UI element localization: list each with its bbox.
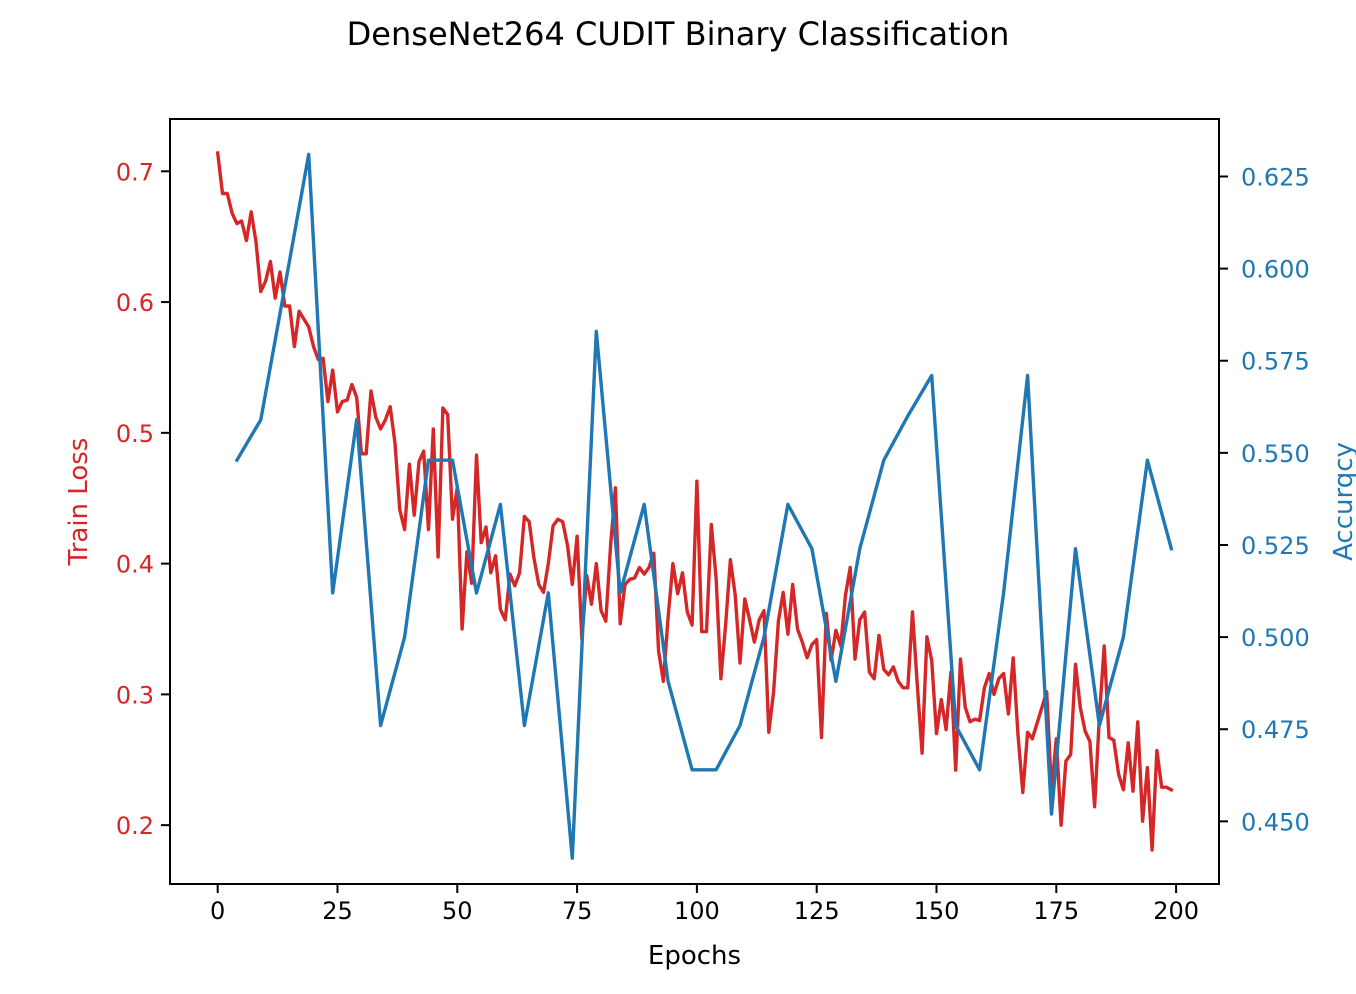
y-right-tick-label: 0.450 [1241, 808, 1310, 836]
y-right-tick-label: 0.525 [1241, 532, 1310, 560]
x-tick-label: 200 [1153, 897, 1199, 925]
y-right-axis-ticks: 0.450 0.475 0.500 0.525 0.550 0.575 0.600 0.625 [1219, 163, 1310, 836]
chart-title: DenseNet264 CUDIT Binary Classification [347, 15, 1010, 53]
y-right-tick-label: 0.575 [1241, 348, 1310, 376]
y-right-tick-label: 0.600 [1241, 256, 1310, 284]
plot-frame [169, 118, 1220, 885]
plot-series [215, 151, 1174, 860]
accuracy-line [234, 152, 1174, 860]
x-tick-label: 125 [794, 897, 840, 925]
y-right-tick-label: 0.475 [1241, 716, 1310, 744]
y-left-axis-ticks: 0.2 0.3 0.4 0.5 0.6 0.7 [116, 158, 170, 840]
x-tick-label: 50 [442, 897, 473, 925]
y-right-tick-label: 0.625 [1241, 163, 1310, 191]
x-tick-label: 0 [210, 897, 225, 925]
x-axis-label: Epochs [648, 941, 741, 971]
y-right-tick-label: 0.500 [1241, 624, 1310, 652]
x-tick-label: 75 [562, 897, 593, 925]
x-tick-label: 150 [914, 897, 960, 925]
y-left-tick-label: 0.3 [116, 681, 154, 709]
y-right-axis-label: Accurqcy [1329, 442, 1356, 561]
y-left-tick-label: 0.5 [116, 420, 154, 448]
x-tick-label: 175 [1033, 897, 1079, 925]
x-axis-ticks: 0 25 50 75 100 125 150 175 200 [210, 884, 1199, 925]
y-left-axis-label: Train Loss [64, 438, 94, 567]
y-left-tick-label: 0.4 [116, 551, 154, 579]
y-right-tick-label: 0.550 [1241, 440, 1310, 468]
y-left-tick-label: 0.6 [116, 289, 154, 317]
x-tick-label: 100 [674, 897, 720, 925]
y-left-tick-label: 0.2 [116, 812, 154, 840]
y-left-tick-label: 0.7 [116, 158, 154, 186]
train-loss-line [215, 151, 1174, 852]
x-tick-label: 25 [322, 897, 353, 925]
